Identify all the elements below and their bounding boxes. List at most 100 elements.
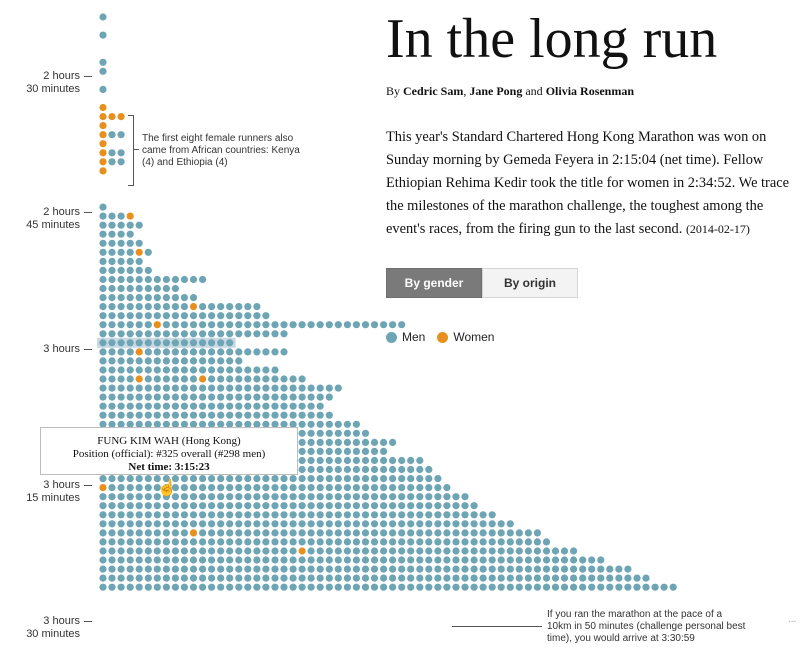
runner-dot-men[interactable] (370, 438, 379, 446)
runner-dot-men[interactable] (497, 520, 505, 528)
runner-dot-men[interactable] (271, 502, 279, 510)
runner-dot-women[interactable] (189, 303, 198, 311)
runner-dot-men[interactable] (443, 529, 451, 537)
runner-dot-men[interactable] (470, 502, 478, 510)
runner-dot-men[interactable] (361, 438, 370, 446)
runner-dot-men[interactable] (99, 31, 107, 39)
runner-dot-men[interactable] (524, 574, 533, 582)
runner-dot-men[interactable] (208, 583, 216, 591)
runner-dot-men[interactable] (271, 366, 279, 374)
runner-dot-men[interactable] (389, 438, 397, 446)
runner-dot-men[interactable] (325, 583, 333, 591)
runner-dot-men[interactable] (434, 574, 442, 582)
runner-dot-men[interactable] (542, 556, 551, 564)
runner-dot-men[interactable] (180, 520, 188, 528)
runner-dot-men[interactable] (162, 366, 170, 374)
runner-dot-men[interactable] (425, 565, 433, 573)
runner-dot-men[interactable] (171, 402, 179, 410)
runner-dot-men[interactable] (280, 393, 288, 401)
runner-dot-men[interactable] (208, 330, 216, 338)
runner-dot-men[interactable] (135, 520, 143, 528)
runner-dot-men[interactable] (570, 556, 578, 564)
runner-dot-men[interactable] (153, 402, 161, 410)
runner-dot-men[interactable] (560, 583, 569, 591)
runner-dot-men[interactable] (108, 520, 116, 528)
runner-dot-men[interactable] (407, 475, 415, 483)
runner-dot-men[interactable] (108, 411, 116, 419)
runner-dot-men[interactable] (334, 565, 342, 573)
runner-dot-men[interactable] (144, 484, 152, 492)
runner-dot-men[interactable] (180, 375, 188, 383)
runner-dot-men[interactable] (208, 574, 216, 582)
runner-dot-men[interactable] (253, 420, 261, 428)
runner-dot-men[interactable] (506, 529, 514, 537)
runner-dot-men[interactable] (180, 493, 188, 501)
runner-dot-men[interactable] (361, 511, 370, 519)
runner-dot-men[interactable] (108, 565, 116, 573)
runner-dot-men[interactable] (361, 493, 370, 501)
runner-dot-men[interactable] (199, 384, 207, 392)
runner-dot-men[interactable] (289, 475, 297, 483)
runner-dot-men[interactable] (289, 420, 297, 428)
runner-dot-men[interactable] (380, 475, 388, 483)
runner-dot-men[interactable] (588, 556, 596, 564)
runner-dot-men[interactable] (271, 538, 279, 546)
runner-dot-men[interactable] (108, 303, 116, 311)
runner-dot-men[interactable] (479, 583, 487, 591)
runner-dot-men[interactable] (171, 511, 179, 519)
runner-dot-men[interactable] (153, 330, 161, 338)
runner-dot-men[interactable] (343, 574, 351, 582)
runner-dot-men[interactable] (99, 230, 107, 238)
runner-dot-men[interactable] (579, 583, 587, 591)
runner-dot-men[interactable] (126, 275, 134, 284)
runner-dot-men[interactable] (352, 529, 360, 537)
runner-dot-men[interactable] (162, 375, 170, 383)
runner-dot-men[interactable] (180, 393, 188, 401)
runner-dot-men[interactable] (189, 493, 198, 501)
runner-dot-men[interactable] (443, 511, 451, 519)
runner-dot-men[interactable] (144, 366, 152, 374)
runner-dot-men[interactable] (533, 583, 542, 591)
runner-dot-men[interactable] (280, 484, 288, 492)
runner-dot-men[interactable] (289, 520, 297, 528)
runner-dot-men[interactable] (452, 493, 460, 501)
runner-dot-men[interactable] (208, 529, 216, 537)
runner-dot-women[interactable] (99, 158, 107, 166)
runner-dot-men[interactable] (208, 502, 216, 510)
runner-dot-men[interactable] (235, 574, 243, 582)
runner-dot-men[interactable] (434, 583, 442, 591)
runner-dot-men[interactable] (307, 402, 315, 410)
runner-dot-men[interactable] (298, 538, 306, 546)
runner-dot-men[interactable] (244, 502, 252, 510)
runner-dot-men[interactable] (343, 438, 351, 446)
runner-dot-men[interactable] (117, 321, 125, 329)
runner-dot-men[interactable] (217, 529, 225, 537)
runner-dot-men[interactable] (334, 456, 342, 465)
runner-dot-men[interactable] (99, 284, 107, 293)
runner-dot-men[interactable] (99, 85, 107, 93)
runner-dot-men[interactable] (189, 321, 198, 329)
runner-dot-men[interactable] (479, 556, 487, 564)
runner-dot-men[interactable] (506, 547, 514, 555)
runner-dot-men[interactable] (298, 429, 306, 437)
runner-dot-men[interactable] (208, 357, 216, 365)
runner-dot-men[interactable] (199, 339, 207, 347)
runner-dot-men[interactable] (226, 339, 234, 347)
runner-dot-men[interactable] (217, 583, 225, 591)
runner-dot-men[interactable] (171, 339, 179, 347)
runner-dot-men[interactable] (226, 393, 234, 401)
runner-dot-men[interactable] (316, 583, 324, 591)
runner-dot-men[interactable] (334, 447, 342, 455)
runner-dot-men[interactable] (162, 411, 170, 419)
runner-dot-men[interactable] (352, 475, 360, 483)
runner-dot-men[interactable] (452, 565, 460, 573)
runner-dot-men[interactable] (280, 384, 288, 392)
runner-dot-men[interactable] (162, 420, 170, 428)
runner-dot-men[interactable] (461, 574, 469, 582)
runner-dot-men[interactable] (144, 384, 152, 392)
runner-dot-men[interactable] (416, 502, 424, 510)
runner-dot-men[interactable] (262, 348, 270, 356)
runner-dot-men[interactable] (99, 257, 107, 265)
runner-dot-men[interactable] (226, 312, 234, 320)
runner-dot-men[interactable] (235, 493, 243, 501)
